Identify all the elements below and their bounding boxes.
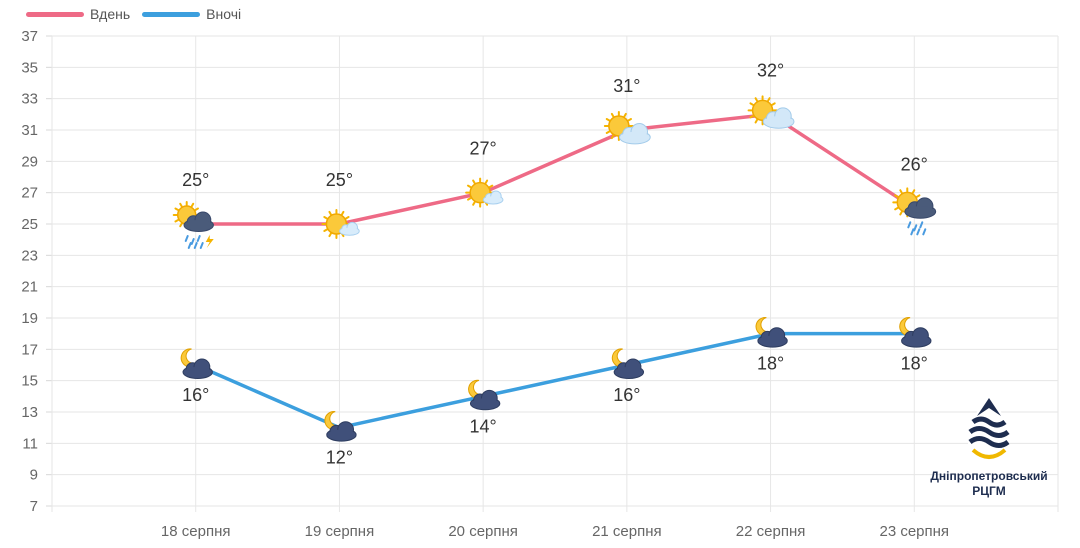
moon-cloud-icon [755, 317, 788, 348]
data-labels: 25° 25° 27° 31° 32° 26° 16° 12° 14° 16° 18° 18° [182, 60, 928, 467]
y-tick-label: 11 [22, 435, 38, 452]
x-tick-label: 18 серпня [161, 523, 231, 540]
data-label: 16° [613, 385, 640, 405]
x-tick-label: 21 серпня [592, 523, 662, 540]
legend-item-night[interactable]: Вночі [142, 6, 241, 22]
y-tick-label: 17 [21, 341, 38, 358]
y-tick-label: 9 [30, 467, 38, 484]
organization-logo: Дніпропетровський РЦГМ [918, 392, 1060, 499]
data-label: 16° [182, 385, 209, 405]
y-tick-label: 21 [21, 279, 38, 296]
y-tick-label: 23 [21, 247, 38, 264]
legend-label-day: Вдень [90, 6, 131, 22]
data-label: 14° [470, 416, 497, 436]
sun-cloud-thunderstorm-icon [172, 201, 214, 249]
data-label: 12° [326, 448, 353, 468]
y-tick-label: 13 [21, 404, 38, 421]
legend-label-night: Вночі [206, 6, 242, 22]
y-tick-label: 35 [21, 59, 38, 76]
sun-cloud-icon [747, 95, 795, 129]
logo-text-line2: РЦГМ [972, 484, 1006, 498]
x-tick-label: 22 серпня [736, 523, 806, 540]
series-lines [195, 112, 916, 430]
y-tick-label: 19 [21, 310, 38, 327]
x-tick-label: 20 серпня [448, 523, 518, 540]
moon-cloud-icon [180, 348, 213, 379]
logo-text-line1: Дніпропетровський [930, 469, 1048, 483]
grid [46, 35, 1059, 512]
y-tick-label: 31 [21, 122, 38, 139]
y-tick-label: 29 [21, 153, 38, 170]
sun-cloud-icon [603, 111, 651, 145]
drop-logo-icon [967, 395, 1011, 460]
weather-icons [172, 95, 937, 442]
y-tick-label: 7 [30, 498, 38, 515]
data-label: 32° [757, 60, 784, 80]
sun-cloud-rain-icon [892, 187, 937, 236]
data-label: 26° [901, 154, 928, 174]
legend-swatch-night [142, 11, 201, 17]
data-label: 27° [470, 139, 497, 159]
x-tick-label: 19 серпня [305, 523, 375, 540]
series-line-night [195, 331, 915, 430]
y-tick-label: 37 [21, 28, 38, 45]
moon-cloud-icon [468, 379, 501, 411]
series-line-day [195, 112, 916, 226]
legend-item-day[interactable]: Вдень [26, 6, 130, 22]
legend-swatch-day [26, 11, 84, 17]
moon-cloud-icon [899, 317, 932, 348]
sun-light-cloud-icon [465, 177, 504, 208]
x-tick-label: 23 серпня [879, 523, 949, 540]
data-label: 25° [326, 170, 353, 190]
sun-light-cloud-icon [321, 209, 360, 239]
y-tick-label: 25 [21, 216, 38, 233]
y-tick-label: 27 [21, 185, 38, 202]
legend: Вдень Вночі [26, 5, 253, 23]
y-tick-label: 33 [21, 91, 38, 108]
data-label: 18° [757, 354, 784, 374]
data-label: 25° [182, 170, 209, 190]
x-axis-ticks: 18 серпня 19 серпня 20 серпня 21 серпня 22 с… [161, 523, 949, 540]
moon-cloud-icon [611, 348, 645, 379]
data-label: 31° [613, 76, 640, 96]
data-label: 18° [901, 354, 928, 374]
moon-cloud-icon [324, 411, 357, 442]
y-tick-label: 15 [21, 373, 38, 390]
y-axis-ticks: 7 9 11 13 15 17 19 21 23 25 27 29 31 33 35 37 [21, 28, 38, 515]
